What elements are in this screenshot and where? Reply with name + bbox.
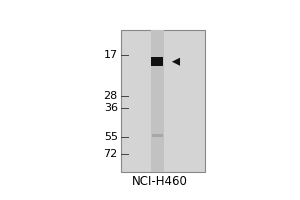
Text: 55: 55 [104,132,118,142]
Text: 36: 36 [104,103,118,113]
Text: 28: 28 [103,91,118,101]
Text: 17: 17 [103,50,118,60]
Polygon shape [172,58,180,66]
Bar [121,30,205,172]
Text: 72: 72 [103,149,118,159]
Text: NCI-H460: NCI-H460 [132,175,188,188]
Bar [151,30,164,172]
Bar [151,57,163,66]
Bar [152,134,163,137]
